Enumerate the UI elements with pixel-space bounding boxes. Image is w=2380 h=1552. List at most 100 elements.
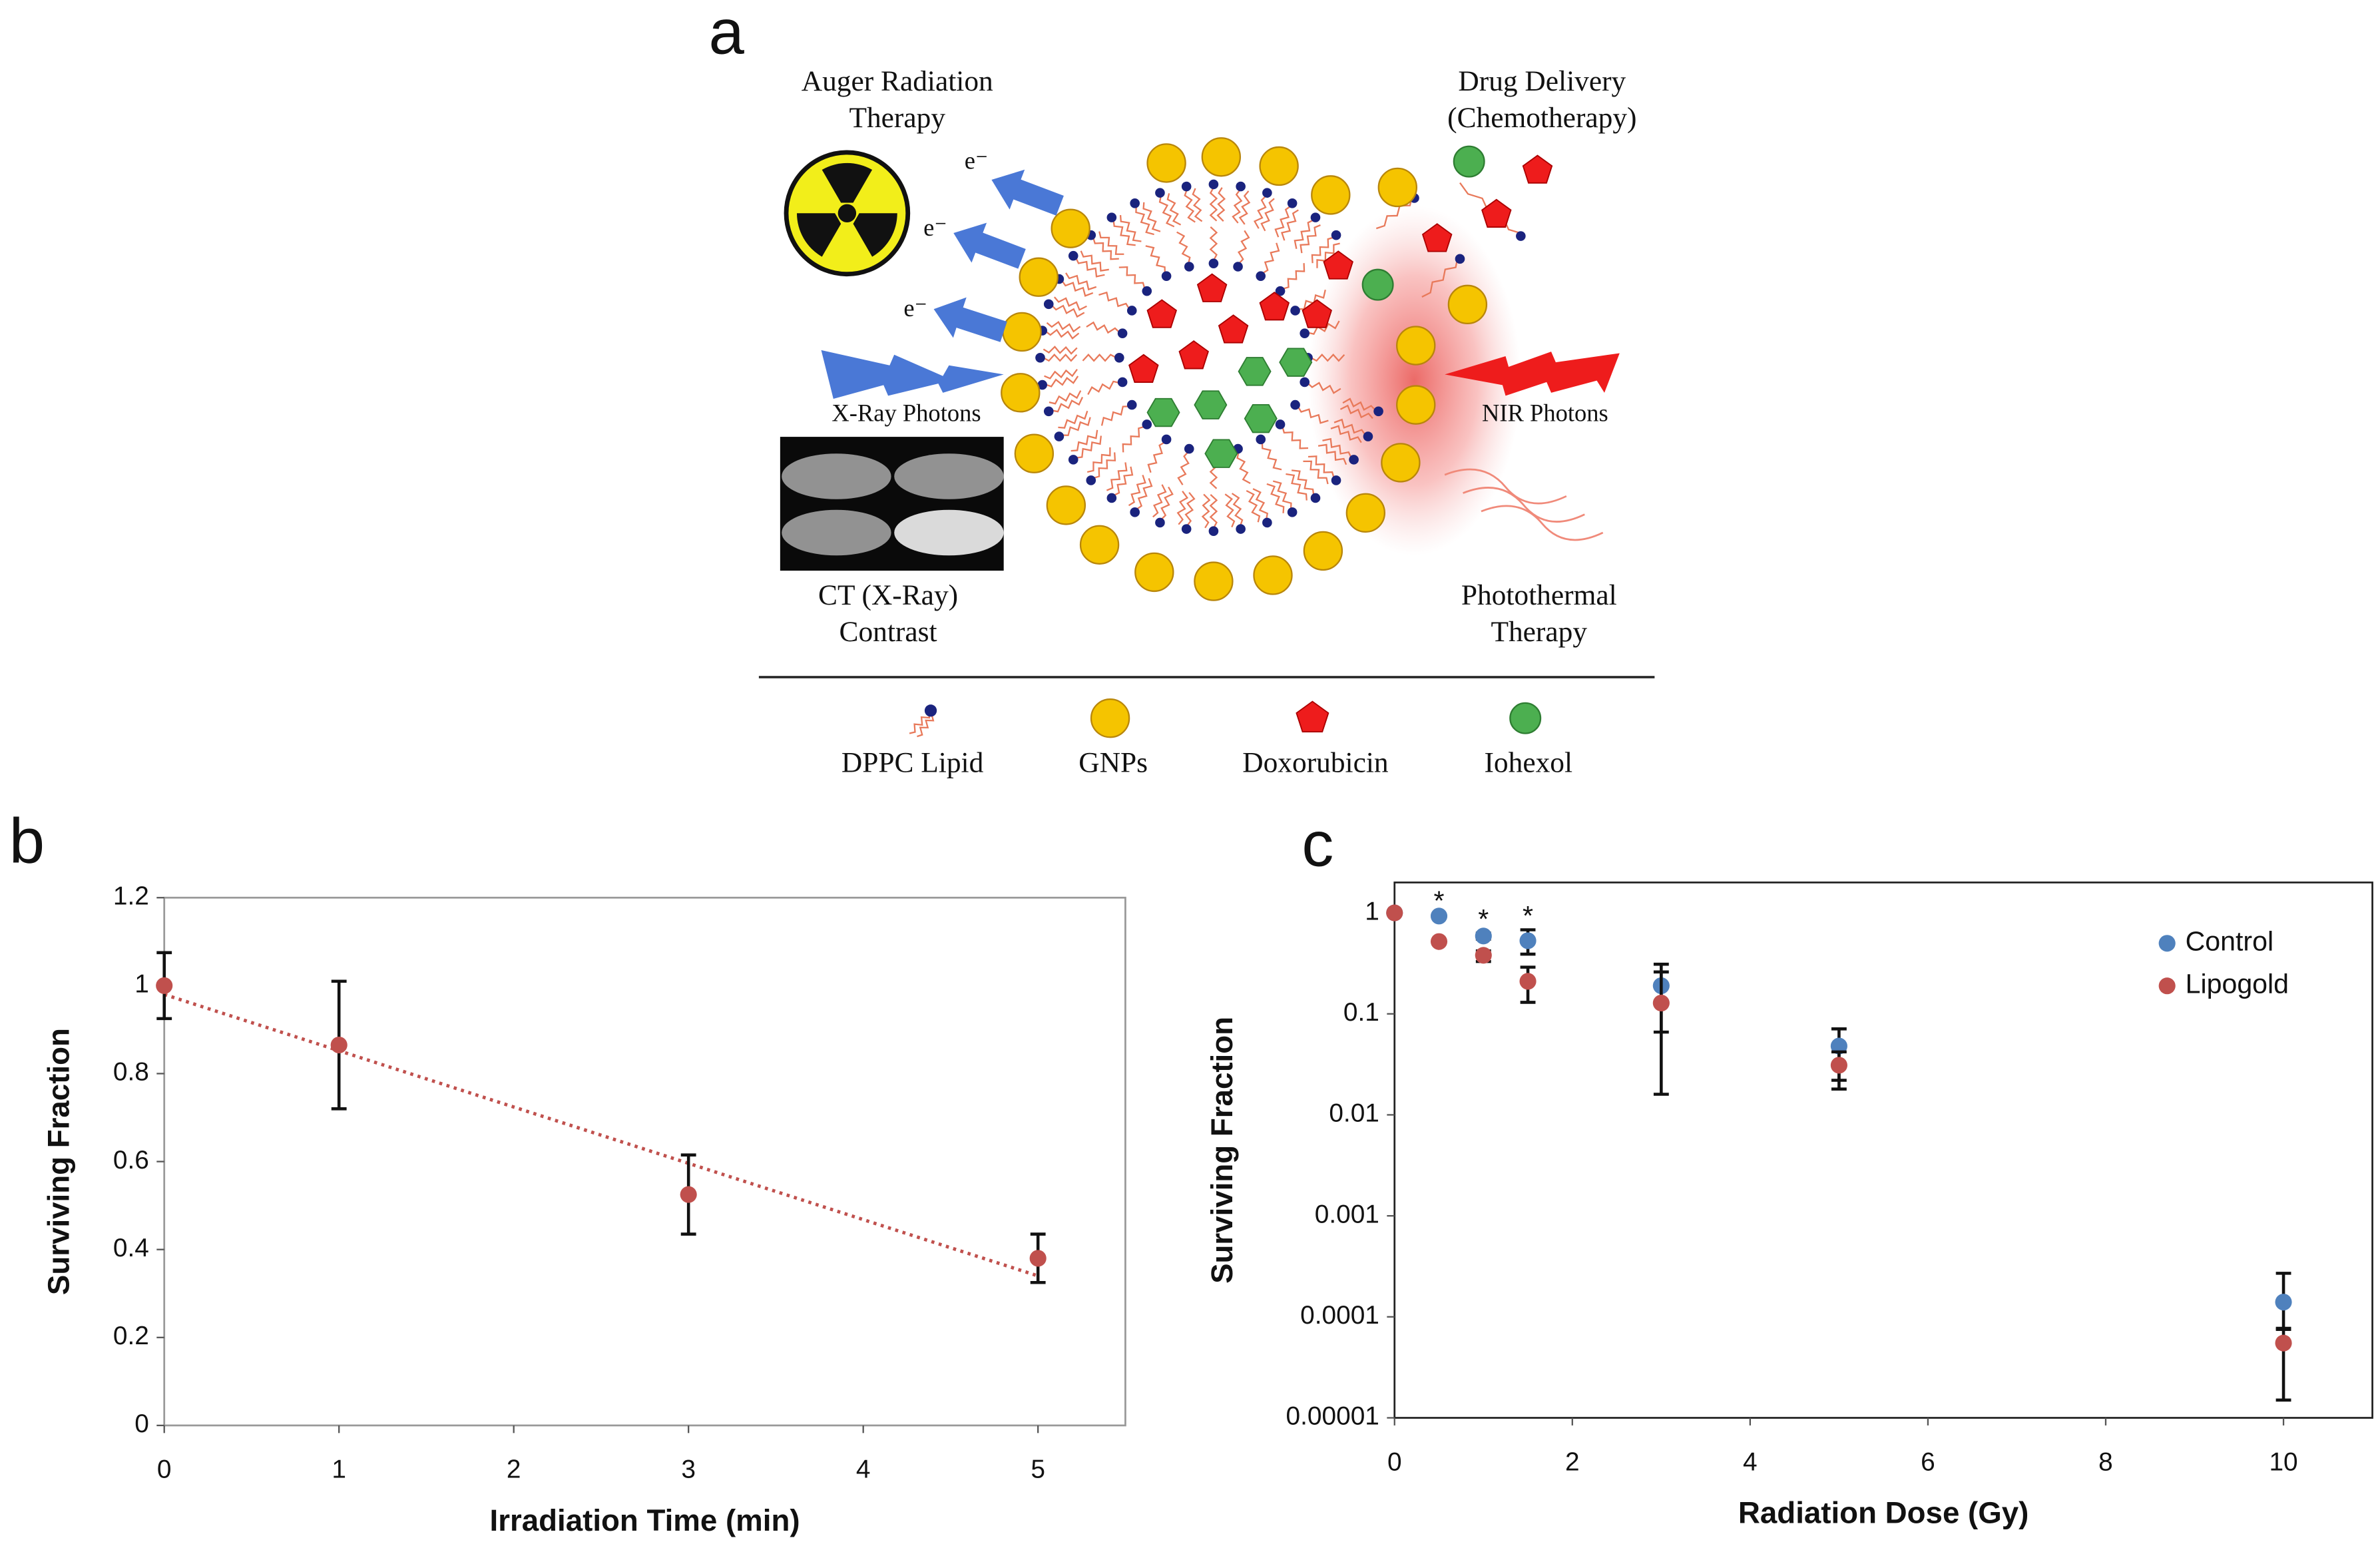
lipid-tail: [1421, 256, 1459, 298]
y-tick-label: 0.6: [113, 1146, 149, 1174]
lipid-tail: [1294, 219, 1314, 249]
error-bar: [1653, 970, 1669, 1096]
lipid-head: [1310, 212, 1321, 222]
doxorubicin: [1481, 198, 1512, 228]
diagram-label: Drug Delivery: [1458, 65, 1626, 97]
diagram-label: Contrast: [839, 616, 937, 648]
doxorubicin: [1146, 299, 1178, 328]
lipid-tail: [1128, 475, 1146, 507]
lipid-head: [1126, 306, 1137, 316]
lipid-head: [1068, 455, 1078, 465]
lipid-head: [1106, 493, 1117, 503]
plot-frame: [163, 896, 1126, 1427]
lipid-head: [1142, 419, 1152, 429]
y-tick-label: 1.2: [113, 882, 149, 910]
point: [1519, 973, 1537, 990]
lipid-head: [1331, 475, 1341, 485]
legend-label: Lipogold: [2186, 969, 2289, 999]
point: [1830, 1057, 1847, 1074]
x-tick-label: 3: [681, 1455, 696, 1484]
lipid-tail: [1080, 250, 1109, 272]
diagram: [780, 137, 1620, 738]
lipid-tail: [1086, 447, 1111, 473]
lipid-tail: [1100, 405, 1130, 426]
diagram-label: Auger Radiation: [802, 65, 993, 97]
annotation: *: [1478, 904, 1489, 934]
doxorubicin: [1296, 700, 1329, 732]
lipid-tail: [1118, 266, 1146, 290]
lipid-tail: [1342, 397, 1377, 411]
lipid-tail: [1231, 493, 1244, 527]
lipid-tail: [1238, 190, 1251, 225]
lipid-tail: [1303, 460, 1329, 485]
legend-label: Control: [2186, 926, 2274, 957]
point: [1430, 933, 1448, 950]
radiation-blade: [822, 162, 873, 203]
lipid-head: [1262, 517, 1272, 528]
lipid-tail: [1074, 257, 1105, 278]
x-tick-label: 2: [507, 1455, 521, 1484]
gnp: [1311, 175, 1351, 215]
y-tick-label: 0.001: [1315, 1200, 1379, 1228]
lipid-head: [1349, 455, 1359, 465]
gnp: [1303, 531, 1343, 571]
lipid-head: [1181, 181, 1192, 192]
gnp: [1194, 561, 1234, 601]
lipid-head: [1035, 352, 1045, 363]
lipid-tail: [1177, 451, 1190, 485]
doxorubicin: [1522, 154, 1553, 184]
gnp: [1396, 326, 1436, 366]
lipid-tail: [1087, 380, 1120, 395]
lipid-tail: [1136, 478, 1153, 511]
lipid-tail: [1075, 435, 1102, 459]
lipid-tail: [1236, 451, 1251, 484]
lipid-head: [1208, 179, 1219, 190]
lipid-head: [1516, 231, 1526, 241]
lipid-head: [1290, 306, 1300, 316]
x-tick-label: 0: [157, 1455, 172, 1484]
lipid-tail: [1307, 320, 1340, 335]
lipid-tail: [1061, 417, 1091, 436]
x-tick-label: 5: [1031, 1455, 1045, 1484]
lipid-tail: [1375, 195, 1413, 230]
lipid-tail: [1308, 455, 1335, 479]
legend-label: GNPs: [1078, 746, 1148, 778]
lipid-head: [1184, 443, 1194, 454]
doxorubicin: [1178, 340, 1209, 370]
lipid-tail: [1166, 193, 1182, 226]
gnp: [1396, 385, 1436, 425]
iohexol: [1204, 439, 1238, 468]
x-axis-title: Irradiation Time (min): [490, 1503, 800, 1537]
y-tick-label: 0.8: [113, 1058, 149, 1087]
point: [1652, 994, 1670, 1012]
legend-lipid-head: [924, 704, 937, 717]
x-tick-label: 1: [332, 1455, 346, 1484]
lipid-head: [1155, 188, 1165, 198]
lipid-tail: [1280, 209, 1299, 241]
lipid-tail: [1082, 354, 1117, 362]
y-tick-label: 1: [1365, 897, 1379, 925]
lipid-tail: [1282, 426, 1309, 449]
lipid-tail: [1043, 346, 1078, 355]
electron-arrow: [953, 222, 1026, 269]
lipid-head: [1331, 230, 1341, 240]
lipid-head: [1256, 271, 1266, 281]
lipid-tail: [1209, 186, 1218, 222]
point: [156, 977, 173, 994]
heat-wave: [1463, 487, 1585, 523]
lipid-head: [1310, 493, 1321, 503]
y-tick-label: 1: [134, 970, 149, 999]
point: [330, 1036, 348, 1054]
ct-phantom: [782, 509, 891, 556]
lipid-head: [1054, 431, 1065, 441]
lipid-head: [1290, 399, 1300, 410]
lipid-tail: [1216, 187, 1226, 222]
lipid-tail: [1274, 205, 1292, 238]
lipid-tail: [1176, 490, 1189, 525]
xray-bolt: [821, 350, 1004, 399]
lipid-head: [1130, 507, 1140, 517]
ct-phantom: [782, 453, 891, 499]
lipid-tail: [1046, 320, 1081, 333]
